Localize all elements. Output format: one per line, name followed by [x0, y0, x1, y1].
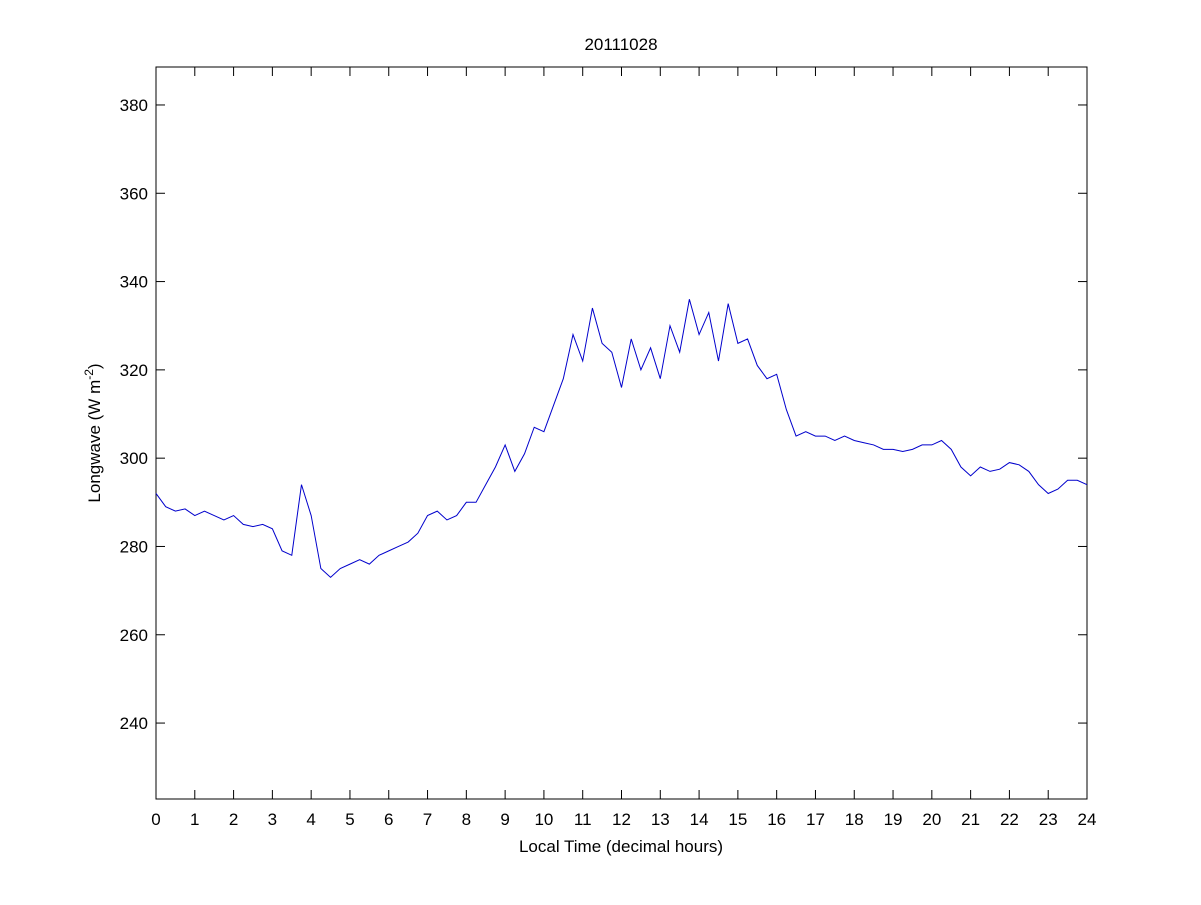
y-tick-label: 280	[120, 537, 148, 556]
x-tick-label: 4	[306, 810, 315, 829]
y-tick-label: 380	[120, 96, 148, 115]
y-tick-label: 260	[120, 626, 148, 645]
y-axis-label: Longwave (W m-2)	[82, 363, 104, 502]
x-tick-label: 6	[384, 810, 393, 829]
y-tick-label: 340	[120, 273, 148, 292]
chart-title: 20111028	[584, 35, 657, 54]
x-tick-label: 10	[534, 810, 553, 829]
data-line	[155, 299, 1088, 579]
x-tick-label: 21	[961, 810, 980, 829]
x-tick-label: 2	[229, 810, 238, 829]
x-axis-label: Local Time (decimal hours)	[519, 837, 723, 856]
y-tick-label: 240	[120, 714, 148, 733]
x-tick-label: 20	[922, 810, 941, 829]
y-label-suffix: )	[85, 363, 104, 369]
y-tick-label: 360	[120, 184, 148, 203]
x-tick-label: 7	[423, 810, 432, 829]
x-tick-label: 12	[612, 810, 631, 829]
x-tick-label: 16	[767, 810, 786, 829]
y-label-text: Longwave (W m	[85, 380, 104, 503]
x-tick-label: 1	[190, 810, 199, 829]
x-tick-label: 5	[345, 810, 354, 829]
x-tick-label: 9	[500, 810, 509, 829]
x-tick-label: 24	[1078, 810, 1097, 829]
x-tick-label: 3	[268, 810, 277, 829]
x-tick-label: 23	[1039, 810, 1058, 829]
x-tick-label: 14	[690, 810, 709, 829]
x-tick-label: 8	[462, 810, 471, 829]
y-tick-label: 300	[120, 449, 148, 468]
x-tick-label: 13	[651, 810, 670, 829]
x-tick-label: 19	[884, 810, 903, 829]
x-tick-label: 11	[574, 810, 592, 829]
x-tick-label: 15	[728, 810, 747, 829]
x-tick-label: 17	[806, 810, 825, 829]
x-tick-label: 0	[151, 810, 160, 829]
x-tick-label: 18	[845, 810, 864, 829]
x-tick-label: 22	[1000, 810, 1019, 829]
y-tick-label: 320	[120, 361, 148, 380]
y-label-superscript: -2	[82, 369, 96, 380]
